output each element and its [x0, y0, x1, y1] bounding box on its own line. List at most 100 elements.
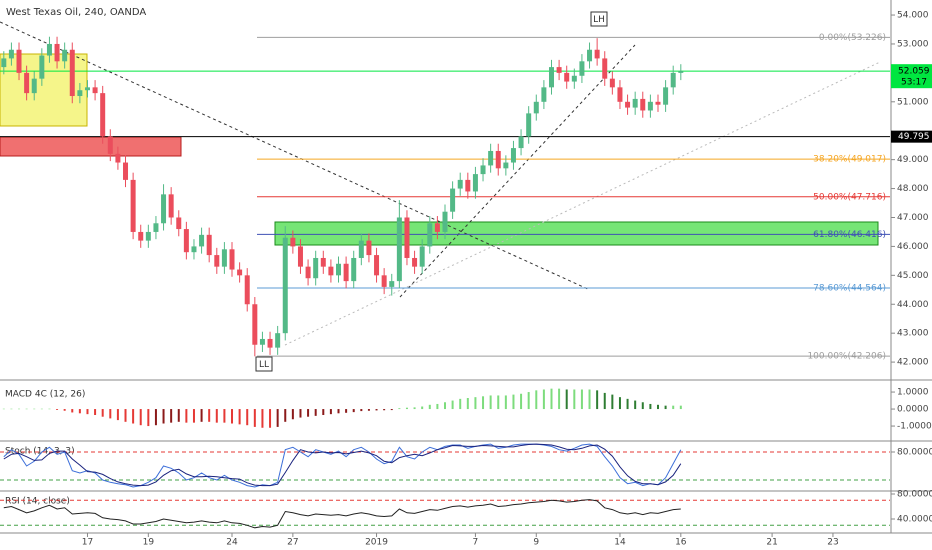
candle-body	[191, 246, 197, 253]
fib-label: 78.60%(44.564)	[813, 283, 886, 293]
candle-body	[472, 174, 478, 192]
histogram-bar	[489, 395, 492, 410]
histogram-bar	[527, 392, 530, 410]
histogram-bar	[185, 409, 188, 423]
candle-body	[632, 98, 638, 108]
candle-body	[351, 257, 357, 282]
candle-body	[533, 101, 539, 114]
x-tick-label: 27	[287, 538, 298, 548]
candle-body	[450, 188, 456, 212]
pane-title: MACD 4C (12, 26)	[5, 390, 85, 400]
candle-body	[153, 223, 159, 232]
candle-body	[617, 87, 623, 102]
histogram-bar	[664, 405, 667, 410]
histogram-bar	[276, 409, 279, 427]
candle-body	[571, 75, 577, 82]
candle-body	[510, 148, 516, 163]
candle-body	[31, 78, 37, 94]
histogram-bar	[451, 400, 454, 410]
candle-body	[206, 234, 212, 256]
candle-body	[389, 281, 395, 287]
candle-body	[221, 249, 227, 267]
candle-body	[282, 237, 288, 334]
histogram-bar	[162, 409, 165, 424]
histogram-bar	[504, 395, 507, 410]
x-tick-label: 24	[226, 538, 238, 548]
candle-body	[252, 304, 258, 345]
candle-body	[290, 237, 296, 247]
x-tick-label: 14	[614, 538, 626, 548]
y-tick-label: 51.000	[897, 97, 929, 107]
histogram-bar	[170, 409, 173, 423]
candle-body	[123, 162, 129, 180]
candle-body	[434, 223, 440, 232]
candle-body	[237, 269, 243, 276]
histogram-bar	[192, 409, 195, 423]
histogram-bar	[679, 405, 682, 410]
histogram-bar	[116, 409, 119, 421]
y-tick-label: 54.000	[897, 11, 929, 21]
histogram-bar	[474, 397, 477, 410]
histogram-bar	[634, 400, 637, 410]
candle-body	[609, 78, 615, 88]
candle-body	[62, 49, 68, 62]
candle-body	[640, 98, 646, 111]
candle-body	[404, 217, 410, 258]
candle-body	[366, 240, 372, 256]
histogram-bar	[63, 409, 66, 411]
candle-body	[594, 49, 600, 59]
y-tick-label: 40.0000	[897, 515, 932, 525]
histogram-bar	[33, 408, 36, 410]
histogram-bar	[405, 407, 408, 410]
candle-body	[663, 87, 669, 105]
y-tick-label: 47.000	[897, 213, 929, 223]
histogram-bar	[672, 405, 675, 410]
histogram-bar	[109, 409, 112, 419]
annotation-box	[255, 356, 273, 372]
histogram-bar	[223, 409, 226, 423]
last-price-tag	[891, 64, 932, 89]
candle-body	[488, 150, 494, 166]
indicator-line	[3, 499, 681, 529]
histogram-bar	[139, 409, 142, 426]
histogram-bar	[603, 392, 606, 410]
histogram-bar	[497, 395, 500, 410]
histogram-bar	[261, 409, 264, 428]
histogram-bar	[413, 407, 416, 410]
candle-body	[138, 231, 144, 241]
last-price-label: 52.059	[898, 67, 930, 77]
histogram-bar	[588, 389, 591, 410]
x-tick-label: 7	[473, 538, 479, 548]
x-tick-label: 16	[675, 538, 687, 548]
histogram-bar	[542, 389, 545, 410]
histogram-bar	[329, 409, 332, 415]
green-zone	[274, 221, 879, 246]
candle-body	[579, 61, 585, 76]
fib-label: 50.00%(47.716)	[813, 192, 886, 202]
y-tick-label: 80.0000	[897, 447, 932, 457]
histogram-bar	[132, 409, 135, 424]
histogram-bar	[618, 397, 621, 410]
candle-body	[442, 211, 448, 232]
histogram-bar	[459, 398, 462, 410]
histogram-bar	[436, 403, 439, 410]
histogram-bar	[86, 409, 89, 415]
candle-body	[412, 257, 418, 267]
candle-body	[457, 179, 463, 189]
histogram-bar	[177, 409, 180, 422]
histogram-bar	[208, 409, 211, 422]
histogram-bar	[550, 388, 553, 410]
y-tick-label: 44.000	[897, 300, 929, 310]
histogram-bar	[124, 409, 127, 422]
candle-body	[396, 217, 402, 282]
candle-body	[526, 113, 532, 137]
price-tag-label: 49.795	[898, 132, 930, 142]
candle-body	[107, 136, 113, 154]
candle-body	[655, 101, 661, 105]
histogram-bar	[231, 409, 234, 424]
candle-body	[267, 338, 273, 348]
candle-body	[69, 49, 75, 97]
y-tick-label: 53.000	[897, 39, 929, 49]
histogram-bar	[78, 409, 81, 414]
